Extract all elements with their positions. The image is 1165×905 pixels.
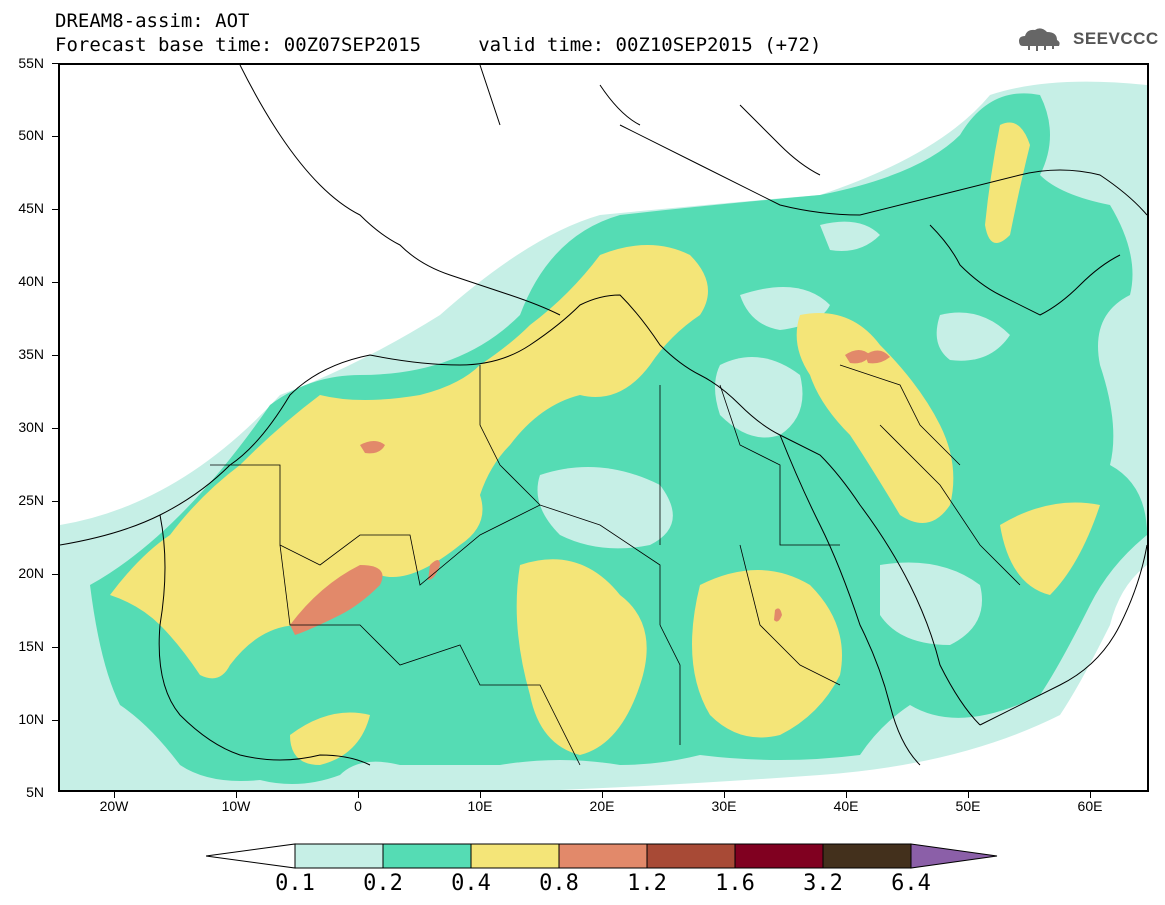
- colorbar-label: 0.1: [275, 871, 315, 896]
- lat-label: 5N: [26, 784, 44, 800]
- lat-tick: [52, 63, 58, 64]
- lon-label: 10E: [467, 798, 493, 814]
- aot-map-svg: [60, 65, 1147, 790]
- lat-label: 35N: [18, 346, 44, 362]
- colorbar-low-arrow: [206, 843, 296, 869]
- aot-field-0-4: [110, 122, 1100, 765]
- colorbar-swatch: [294, 843, 384, 869]
- lon-tick: [846, 792, 847, 798]
- lon-tick: [724, 792, 725, 798]
- colorbar-swatch: [558, 843, 648, 869]
- lat-label: 30N: [18, 419, 44, 435]
- colorbar-label: 0.8: [539, 871, 579, 896]
- lon-label: 20W: [99, 798, 129, 814]
- lat-label: 20N: [18, 565, 44, 581]
- colorbar-label: 0.2: [363, 871, 403, 896]
- lon-tick: [480, 792, 481, 798]
- colorbar: [206, 843, 998, 869]
- lat-label: 10N: [18, 711, 44, 727]
- cloud-icon: [1019, 28, 1060, 51]
- colorbar-label: 0.4: [451, 871, 491, 896]
- colorbar-swatch: [734, 843, 824, 869]
- lon-tick: [602, 792, 603, 798]
- aot-field-0-8: [290, 350, 890, 635]
- lon-label: 0: [354, 798, 362, 814]
- lat-label: 50N: [18, 127, 44, 143]
- colorbar-high-arrow: [910, 843, 998, 869]
- lon-label: 40E: [833, 798, 859, 814]
- colorbar-swatch: [646, 843, 736, 869]
- lat-tick: [52, 355, 58, 356]
- lat-label: 40N: [18, 273, 44, 289]
- map-title: DREAM8-assim: AOT: [55, 10, 250, 32]
- lat-tick: [52, 647, 58, 648]
- colorbar-swatch: [822, 843, 912, 869]
- colorbar-label: 1.6: [715, 871, 755, 896]
- lat-label: 25N: [18, 492, 44, 508]
- lat-label: 45N: [18, 200, 44, 216]
- lon-label: 60E: [1077, 798, 1103, 814]
- lon-tick: [968, 792, 969, 798]
- lon-tick: [114, 792, 115, 798]
- colorbar-label: 1.2: [627, 871, 667, 896]
- lat-tick: [52, 501, 58, 502]
- lon-label: 10W: [221, 798, 251, 814]
- lon-tick: [1090, 792, 1091, 798]
- colorbar-swatch: [382, 843, 472, 869]
- lon-label: 20E: [589, 798, 615, 814]
- lon-tick: [236, 792, 237, 798]
- logo-text: SEEVCCC: [1073, 29, 1159, 48]
- colorbar-label: 6.4: [891, 871, 931, 896]
- coastlines: [60, 65, 1147, 766]
- lat-tick: [52, 282, 58, 283]
- aot-map: [58, 63, 1149, 792]
- lat-label: 15N: [18, 638, 44, 654]
- country-borders: [210, 364, 1021, 766]
- lat-tick: [52, 136, 58, 137]
- colorbar-label: 3.2: [803, 871, 843, 896]
- lon-label: 30E: [711, 798, 737, 814]
- lat-tick: [52, 209, 58, 210]
- lat-tick: [52, 428, 58, 429]
- lat-label: 55N: [18, 55, 44, 71]
- lat-tick: [52, 574, 58, 575]
- colorbar-swatch: [470, 843, 560, 869]
- map-subtitle: Forecast base time: 00Z07SEP2015 valid t…: [55, 34, 822, 56]
- lat-tick: [52, 720, 58, 721]
- lon-tick: [358, 792, 359, 798]
- lon-label: 50E: [955, 798, 981, 814]
